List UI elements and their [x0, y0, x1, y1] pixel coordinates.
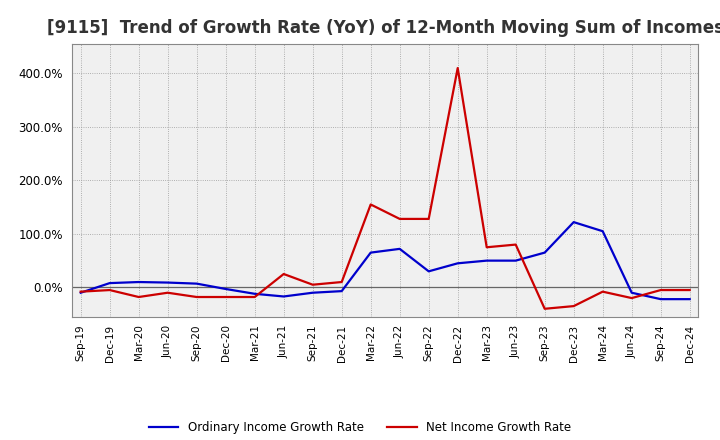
Net Income Growth Rate: [76, 289, 85, 294]
Ordinary Income Growth Rate: [366, 250, 375, 255]
Ordinary Income Growth Rate: [221, 286, 230, 292]
Net Income Growth Rate: [685, 287, 694, 293]
Net Income Growth Rate: [338, 279, 346, 285]
Net Income Growth Rate: [279, 271, 288, 277]
Ordinary Income Growth Rate: [105, 280, 114, 286]
Net Income Growth Rate: [657, 287, 665, 293]
Ordinary Income Growth Rate: [482, 258, 491, 263]
Net Income Growth Rate: [251, 294, 259, 300]
Net Income Growth Rate: [570, 304, 578, 309]
Legend: Ordinary Income Growth Rate, Net Income Growth Rate: Ordinary Income Growth Rate, Net Income …: [144, 416, 576, 439]
Line: Ordinary Income Growth Rate: Ordinary Income Growth Rate: [81, 222, 690, 299]
Ordinary Income Growth Rate: [308, 290, 317, 295]
Ordinary Income Growth Rate: [424, 269, 433, 274]
Ordinary Income Growth Rate: [511, 258, 520, 263]
Net Income Growth Rate: [192, 294, 201, 300]
Net Income Growth Rate: [511, 242, 520, 247]
Net Income Growth Rate: [482, 245, 491, 250]
Ordinary Income Growth Rate: [338, 289, 346, 294]
Net Income Growth Rate: [135, 294, 143, 300]
Net Income Growth Rate: [541, 306, 549, 312]
Ordinary Income Growth Rate: [685, 297, 694, 302]
Line: Net Income Growth Rate: Net Income Growth Rate: [81, 68, 690, 309]
Ordinary Income Growth Rate: [135, 279, 143, 285]
Ordinary Income Growth Rate: [279, 294, 288, 299]
Ordinary Income Growth Rate: [251, 291, 259, 297]
Net Income Growth Rate: [308, 282, 317, 287]
Ordinary Income Growth Rate: [657, 297, 665, 302]
Title: [9115]  Trend of Growth Rate (YoY) of 12-Month Moving Sum of Incomes: [9115] Trend of Growth Rate (YoY) of 12-…: [47, 19, 720, 37]
Ordinary Income Growth Rate: [163, 280, 172, 285]
Net Income Growth Rate: [221, 294, 230, 300]
Ordinary Income Growth Rate: [192, 281, 201, 286]
Ordinary Income Growth Rate: [627, 290, 636, 295]
Net Income Growth Rate: [424, 216, 433, 222]
Net Income Growth Rate: [163, 290, 172, 295]
Ordinary Income Growth Rate: [570, 220, 578, 225]
Net Income Growth Rate: [454, 66, 462, 71]
Net Income Growth Rate: [395, 216, 404, 222]
Ordinary Income Growth Rate: [541, 250, 549, 255]
Net Income Growth Rate: [598, 289, 607, 294]
Net Income Growth Rate: [105, 287, 114, 293]
Net Income Growth Rate: [366, 202, 375, 207]
Ordinary Income Growth Rate: [76, 290, 85, 295]
Net Income Growth Rate: [627, 295, 636, 301]
Ordinary Income Growth Rate: [598, 228, 607, 234]
Ordinary Income Growth Rate: [454, 260, 462, 266]
Ordinary Income Growth Rate: [395, 246, 404, 252]
